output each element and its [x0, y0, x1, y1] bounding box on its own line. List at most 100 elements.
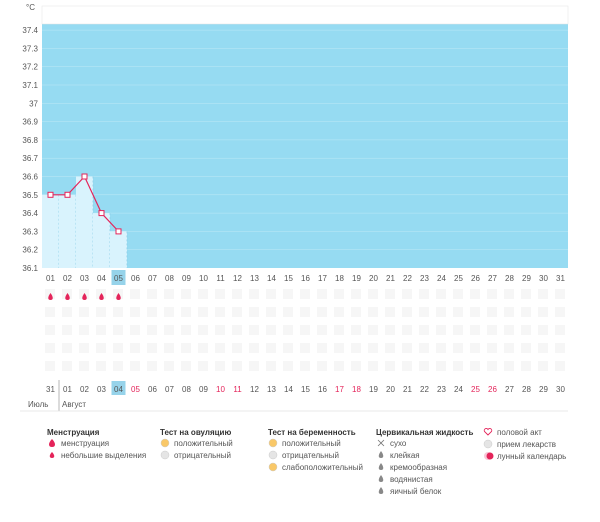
symbol-cell[interactable] — [385, 343, 395, 353]
symbol-cell[interactable] — [436, 361, 446, 371]
symbol-cell[interactable] — [436, 325, 446, 335]
symbol-cell[interactable] — [487, 289, 497, 299]
cycle-day-label[interactable]: 06 — [131, 274, 140, 283]
symbol-cell[interactable] — [249, 325, 259, 335]
calendar-day-label[interactable]: 17 — [335, 385, 344, 394]
calendar-day-label[interactable]: 09 — [199, 385, 208, 394]
cycle-day-label[interactable]: 22 — [403, 274, 412, 283]
symbol-cell[interactable] — [402, 343, 412, 353]
symbol-cell[interactable] — [62, 361, 72, 371]
symbol-cell[interactable] — [555, 361, 565, 371]
cycle-day-label[interactable]: 13 — [250, 274, 259, 283]
symbol-cell[interactable] — [266, 325, 276, 335]
calendar-day-label[interactable]: 19 — [369, 385, 378, 394]
symbol-cell[interactable] — [385, 307, 395, 317]
symbol-cell[interactable] — [215, 307, 225, 317]
symbol-cell[interactable] — [249, 361, 259, 371]
symbol-cell[interactable] — [232, 307, 242, 317]
calendar-day-label[interactable]: 25 — [471, 385, 480, 394]
calendar-day-label[interactable]: 11 — [233, 385, 242, 394]
calendar-day-label[interactable]: 29 — [539, 385, 548, 394]
cycle-day-label[interactable]: 02 — [63, 274, 72, 283]
cycle-day-label[interactable]: 27 — [488, 274, 497, 283]
symbol-cell[interactable] — [453, 307, 463, 317]
symbol-cell[interactable] — [368, 289, 378, 299]
calendar-day-label[interactable]: 22 — [420, 385, 429, 394]
symbol-cell[interactable] — [351, 307, 361, 317]
symbol-cell[interactable] — [317, 289, 327, 299]
symbol-cell[interactable] — [521, 343, 531, 353]
symbol-cell[interactable] — [232, 343, 242, 353]
symbol-cell[interactable] — [147, 343, 157, 353]
symbol-cell[interactable] — [385, 361, 395, 371]
symbol-cell[interactable] — [147, 325, 157, 335]
symbol-cell[interactable] — [334, 325, 344, 335]
symbol-cell[interactable] — [283, 325, 293, 335]
symbol-cell[interactable] — [368, 361, 378, 371]
symbol-cell[interactable] — [351, 289, 361, 299]
symbol-cell[interactable] — [402, 289, 412, 299]
symbol-cell[interactable] — [368, 325, 378, 335]
symbol-cell[interactable] — [181, 325, 191, 335]
symbol-cell[interactable] — [181, 361, 191, 371]
calendar-day-label[interactable]: 30 — [556, 385, 565, 394]
symbol-cell[interactable] — [198, 325, 208, 335]
symbol-cell[interactable] — [300, 289, 310, 299]
cycle-day-label[interactable]: 17 — [318, 274, 327, 283]
symbol-cell[interactable] — [96, 307, 106, 317]
symbol-cell[interactable] — [419, 361, 429, 371]
symbol-cell[interactable] — [317, 325, 327, 335]
symbol-cell[interactable] — [45, 307, 55, 317]
symbol-cell[interactable] — [147, 307, 157, 317]
symbol-cell[interactable] — [555, 343, 565, 353]
calendar-day-label[interactable]: 23 — [437, 385, 446, 394]
cycle-day-label[interactable]: 25 — [454, 274, 463, 283]
cycle-day-label[interactable]: 11 — [216, 274, 225, 283]
symbol-cell[interactable] — [402, 361, 412, 371]
symbol-cell[interactable] — [283, 361, 293, 371]
symbol-cell[interactable] — [419, 325, 429, 335]
symbol-cell[interactable] — [181, 289, 191, 299]
temperature-point-05[interactable] — [115, 228, 122, 235]
cycle-day-label[interactable]: 12 — [233, 274, 242, 283]
cycle-day-label[interactable]: 30 — [539, 274, 548, 283]
symbol-cell[interactable] — [334, 289, 344, 299]
cycle-day-label[interactable]: 18 — [335, 274, 344, 283]
symbol-cell[interactable] — [385, 289, 395, 299]
symbol-cell[interactable] — [232, 289, 242, 299]
cycle-day-label[interactable]: 29 — [522, 274, 531, 283]
cycle-day-label[interactable]: 03 — [80, 274, 89, 283]
calendar-day-label[interactable]: 04 — [114, 385, 123, 394]
symbol-cell[interactable] — [300, 361, 310, 371]
symbol-cell[interactable] — [317, 361, 327, 371]
symbol-cell[interactable] — [504, 325, 514, 335]
symbol-cell[interactable] — [334, 361, 344, 371]
symbol-cell[interactable] — [130, 325, 140, 335]
symbol-cell[interactable] — [266, 361, 276, 371]
symbol-cell[interactable] — [62, 343, 72, 353]
symbol-cell[interactable] — [470, 361, 480, 371]
calendar-day-label[interactable]: 14 — [284, 385, 293, 394]
calendar-day-label[interactable]: 13 — [267, 385, 276, 394]
cycle-day-label[interactable]: 07 — [148, 274, 157, 283]
symbol-cell[interactable] — [113, 307, 123, 317]
cycle-day-label[interactable]: 20 — [369, 274, 378, 283]
symbol-cell[interactable] — [45, 325, 55, 335]
symbol-cell[interactable] — [453, 361, 463, 371]
symbol-cell[interactable] — [436, 307, 446, 317]
symbol-cell[interactable] — [504, 307, 514, 317]
temperature-point-03[interactable] — [81, 173, 88, 180]
symbol-cell[interactable] — [215, 361, 225, 371]
symbol-cell[interactable] — [521, 289, 531, 299]
calendar-day-label[interactable]: 05 — [131, 385, 140, 394]
symbol-cell[interactable] — [232, 361, 242, 371]
cycle-day-label[interactable]: 26 — [471, 274, 480, 283]
cycle-day-label[interactable]: 05 — [114, 274, 123, 283]
symbol-cell[interactable] — [470, 343, 480, 353]
symbol-cell[interactable] — [538, 361, 548, 371]
symbol-cell[interactable] — [453, 289, 463, 299]
symbol-cell[interactable] — [232, 325, 242, 335]
symbol-cell[interactable] — [368, 343, 378, 353]
symbol-cell[interactable] — [419, 343, 429, 353]
symbol-cell[interactable] — [538, 289, 548, 299]
